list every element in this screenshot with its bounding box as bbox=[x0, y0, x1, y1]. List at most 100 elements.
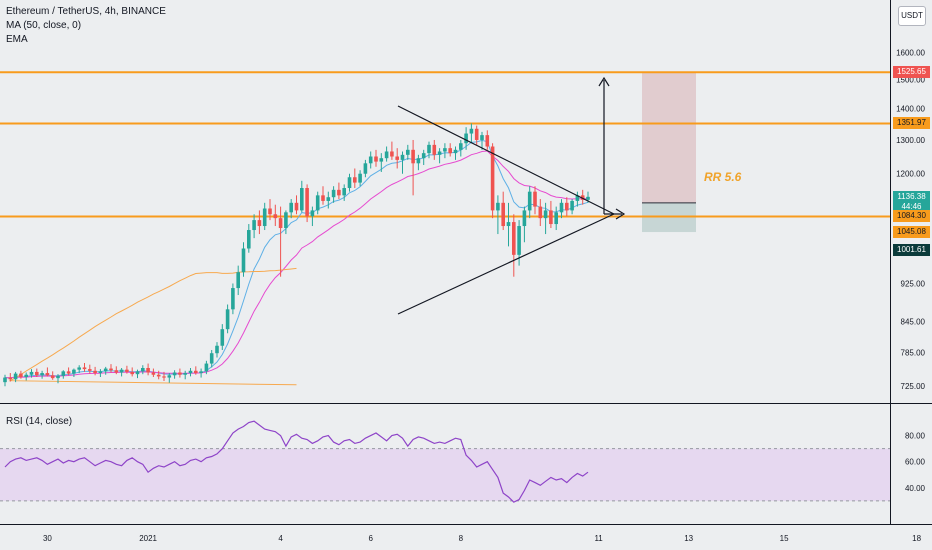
time-tick-label: 4 bbox=[278, 534, 283, 543]
candle bbox=[522, 206, 527, 243]
candle bbox=[45, 367, 50, 377]
time-tick-label: 11 bbox=[594, 534, 603, 543]
candle-body bbox=[188, 370, 193, 374]
candle bbox=[88, 364, 92, 374]
candle-body bbox=[406, 149, 410, 155]
candle-body bbox=[485, 135, 490, 147]
candle bbox=[119, 367, 124, 377]
candle bbox=[109, 364, 113, 373]
candle-body bbox=[390, 151, 394, 157]
candle bbox=[284, 210, 288, 235]
candle bbox=[146, 363, 150, 376]
candle bbox=[8, 373, 13, 382]
candle bbox=[135, 369, 140, 379]
triangle-lower-line bbox=[397, 213, 615, 315]
candle-body bbox=[3, 377, 7, 383]
candle bbox=[437, 148, 442, 164]
candle bbox=[353, 168, 357, 189]
candle-body bbox=[162, 376, 166, 378]
candle-body bbox=[565, 202, 569, 211]
symbol-title[interactable]: Ethereum / TetherUS, 4h, BINANCE bbox=[6, 6, 166, 17]
candle-body bbox=[580, 195, 585, 200]
candle bbox=[538, 199, 543, 227]
price-badge: 1525.65 bbox=[893, 66, 930, 79]
candle-body bbox=[45, 373, 50, 376]
rsi-tick-label: 60.00 bbox=[905, 458, 926, 467]
candle bbox=[61, 370, 66, 379]
candle bbox=[358, 170, 362, 187]
price-badge: 1136.38 bbox=[893, 190, 930, 203]
price-tick-label: 845.00 bbox=[901, 318, 926, 327]
price-badge: 1001.61 bbox=[893, 243, 930, 256]
candle-body bbox=[469, 128, 474, 134]
candle bbox=[448, 143, 452, 157]
rsi-indicator-label[interactable]: RSI (14, close) bbox=[6, 416, 73, 427]
candle-body bbox=[183, 373, 187, 375]
candle bbox=[331, 186, 336, 203]
candle-body bbox=[512, 222, 516, 255]
candle-body bbox=[141, 367, 145, 372]
rsi-line bbox=[4, 420, 589, 503]
rsi-tick-label: 80.00 bbox=[905, 432, 926, 441]
candle-body bbox=[172, 372, 177, 376]
target-zone bbox=[642, 72, 696, 203]
candle bbox=[209, 349, 214, 368]
candle-body bbox=[209, 353, 214, 364]
candle-body bbox=[241, 248, 246, 273]
candle bbox=[533, 186, 537, 215]
price-tick-label: 925.00 bbox=[901, 279, 926, 288]
time-tick-label: 8 bbox=[459, 534, 464, 543]
currency-button[interactable]: USDT bbox=[898, 6, 926, 26]
price-badge: 44:46 bbox=[893, 200, 930, 213]
candle-body bbox=[268, 208, 272, 215]
candle-body bbox=[109, 368, 113, 371]
candle bbox=[527, 186, 532, 219]
candle-body bbox=[326, 197, 331, 201]
candle bbox=[35, 368, 39, 377]
candle-body bbox=[225, 309, 230, 330]
candle-body bbox=[66, 371, 71, 374]
candle-body bbox=[575, 195, 580, 201]
time-tick-label: 15 bbox=[780, 534, 789, 543]
candle-body bbox=[300, 188, 304, 211]
candle-body bbox=[77, 367, 81, 370]
candle-body bbox=[35, 371, 39, 376]
ma-line bbox=[8, 267, 297, 386]
candle bbox=[321, 186, 325, 205]
candle bbox=[257, 210, 262, 235]
time-tick-label: 18 bbox=[912, 534, 921, 543]
candle-body bbox=[533, 191, 537, 207]
candle-body bbox=[506, 222, 511, 227]
candle-body bbox=[517, 226, 521, 255]
candle-body bbox=[586, 196, 590, 200]
candle bbox=[580, 189, 585, 205]
candle-body bbox=[331, 189, 336, 198]
candle-body bbox=[443, 148, 447, 152]
candle-body bbox=[278, 218, 283, 229]
candle-body bbox=[448, 148, 452, 154]
ema-indicator-label[interactable]: EMA bbox=[6, 34, 28, 45]
candle bbox=[326, 191, 331, 209]
candle-body bbox=[29, 371, 34, 375]
candle bbox=[199, 368, 203, 378]
candle-body bbox=[72, 369, 76, 374]
candle bbox=[496, 195, 500, 235]
candle bbox=[464, 127, 468, 150]
candle-body bbox=[315, 195, 320, 211]
ma-indicator-label[interactable]: MA (50, close, 0) bbox=[6, 20, 82, 31]
candle-body bbox=[289, 202, 293, 213]
candle bbox=[363, 159, 368, 178]
candle bbox=[3, 374, 7, 387]
candle-body bbox=[220, 329, 225, 346]
candle-body bbox=[146, 367, 150, 373]
candle-body bbox=[61, 371, 66, 376]
candle bbox=[512, 214, 516, 277]
candle-body bbox=[167, 375, 172, 378]
candle bbox=[194, 366, 198, 375]
candle bbox=[130, 367, 134, 377]
candle bbox=[183, 370, 187, 380]
candle-body bbox=[342, 188, 346, 196]
candle bbox=[390, 141, 394, 160]
